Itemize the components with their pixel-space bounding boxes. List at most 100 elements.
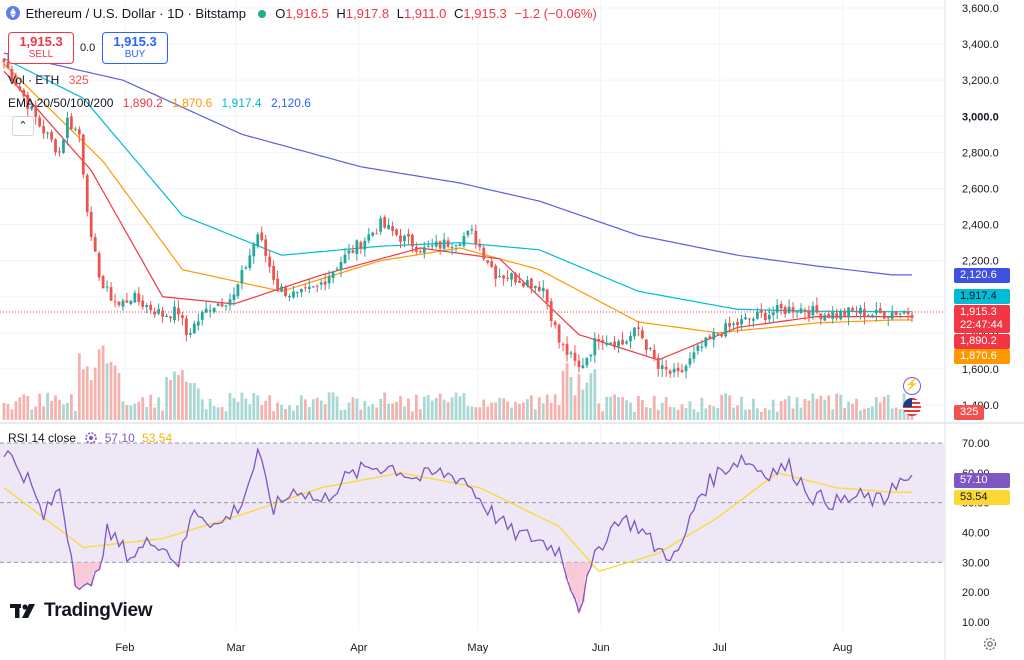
sell-button[interactable]: 1,915.3 SELL (8, 32, 74, 64)
volume-bar (779, 401, 783, 420)
candle-body (613, 341, 617, 348)
rsi-oversold-fill (569, 562, 574, 591)
candle-body (882, 312, 886, 319)
ema-legend[interactable]: EMA 20/50/100/200 1,890.2 1,870.6 1,917.… (8, 96, 311, 110)
rsi-settings-icon[interactable] (85, 432, 98, 444)
volume-bar (898, 409, 902, 420)
candle-body (113, 301, 117, 303)
volume-bar (442, 399, 446, 420)
volume-bar (763, 408, 767, 420)
tradingview-brand[interactable]: TradingView (10, 600, 153, 622)
volume-bar (288, 405, 291, 420)
volume-bar (569, 376, 573, 420)
candle-body (299, 289, 303, 293)
candle-body (450, 246, 454, 248)
candle-body (779, 303, 783, 309)
candle-body (541, 287, 545, 292)
volume-bar (185, 381, 188, 420)
bar-countdown: 22:47:44 (960, 319, 1003, 331)
candle-body (18, 86, 22, 90)
candle-body (744, 317, 747, 320)
candle-body (906, 311, 910, 315)
volume-bar (26, 395, 30, 420)
candle-body (232, 294, 236, 301)
volume-bar (526, 399, 529, 420)
volume-legend[interactable]: Vol · ETH 325 (8, 73, 89, 87)
candle-body (617, 341, 620, 347)
volume-bar (42, 406, 46, 420)
volume-bar (101, 345, 105, 420)
volume-bar (208, 398, 212, 420)
candle-body (46, 132, 49, 134)
ema200-legend-value: 2,120.6 (270, 96, 311, 110)
candle-body (815, 305, 819, 313)
volume-bar (522, 402, 525, 420)
volume-bar (597, 403, 601, 420)
volume-bar (712, 406, 716, 420)
volume-bar (692, 409, 696, 420)
candle-body (414, 247, 418, 252)
volume-bar (343, 409, 347, 420)
volume-bar (113, 365, 117, 420)
volume-bar (664, 396, 668, 420)
settings-gear-icon[interactable] (982, 636, 998, 652)
collapse-chevron-icon: ⌃ (18, 120, 28, 132)
volume-bar (502, 398, 505, 420)
candle-body (740, 319, 743, 325)
volume-bar (407, 398, 410, 420)
candle-body (327, 276, 331, 284)
candle-body (633, 327, 636, 337)
candle-body (648, 347, 652, 349)
candle-body (621, 339, 624, 345)
buy-button[interactable]: 1,915.3 BUY (102, 32, 168, 64)
rsi-legend[interactable]: RSI 14 close 57.10 53.54 (8, 431, 172, 445)
volume-bar (169, 379, 172, 420)
volume-bar (803, 398, 807, 420)
volume-bar (490, 402, 494, 420)
volume-bar (212, 406, 216, 420)
candle-body (502, 275, 505, 279)
volume-bar (50, 400, 53, 420)
volume-bar (867, 407, 870, 420)
volume-bar (656, 409, 660, 420)
volume-bar (506, 401, 509, 420)
buy-label: BUY (124, 49, 146, 60)
low-label: L (396, 6, 404, 21)
volume-bar (216, 407, 220, 420)
volume-bar (470, 406, 474, 420)
candle-body (783, 307, 787, 315)
time-axis-label: Aug (833, 642, 853, 654)
volume-bar (434, 397, 438, 420)
volume-bar (414, 394, 418, 420)
rsi-oversold-fill (576, 562, 581, 612)
candle-body (811, 306, 815, 316)
volume-bar (716, 408, 720, 420)
candle-body (371, 232, 375, 236)
candle-body (498, 275, 502, 278)
collapse-legend-button[interactable]: ⌃ (12, 116, 34, 136)
candle-body (196, 321, 200, 326)
symbol-title[interactable]: Ethereum / U.S. Dollar · 1D · Bitstamp (25, 6, 246, 21)
volume-bar (38, 393, 42, 420)
us-flag-icon[interactable] (903, 398, 921, 416)
rsi-oversold-fill (572, 562, 577, 599)
price-axis-label: 2,400.0 (962, 220, 999, 232)
candle-body (601, 340, 605, 344)
lightning-icon[interactable]: ⚡ (903, 377, 921, 395)
volume-bar (648, 407, 652, 420)
volume-bar (125, 404, 129, 420)
candle-body (418, 251, 422, 253)
candle-body (490, 261, 494, 267)
close-value: 1,915.3 (463, 6, 507, 21)
volume-bar (775, 411, 779, 420)
candle-body (728, 322, 731, 327)
spread-value: 0.0 (80, 42, 96, 54)
candle-body (589, 354, 593, 357)
candle-body (454, 244, 458, 246)
volume-bar (474, 407, 478, 420)
volume-bar (244, 398, 248, 420)
candle-body (315, 285, 319, 287)
candle-body (323, 281, 327, 285)
volume-bar (165, 377, 168, 420)
